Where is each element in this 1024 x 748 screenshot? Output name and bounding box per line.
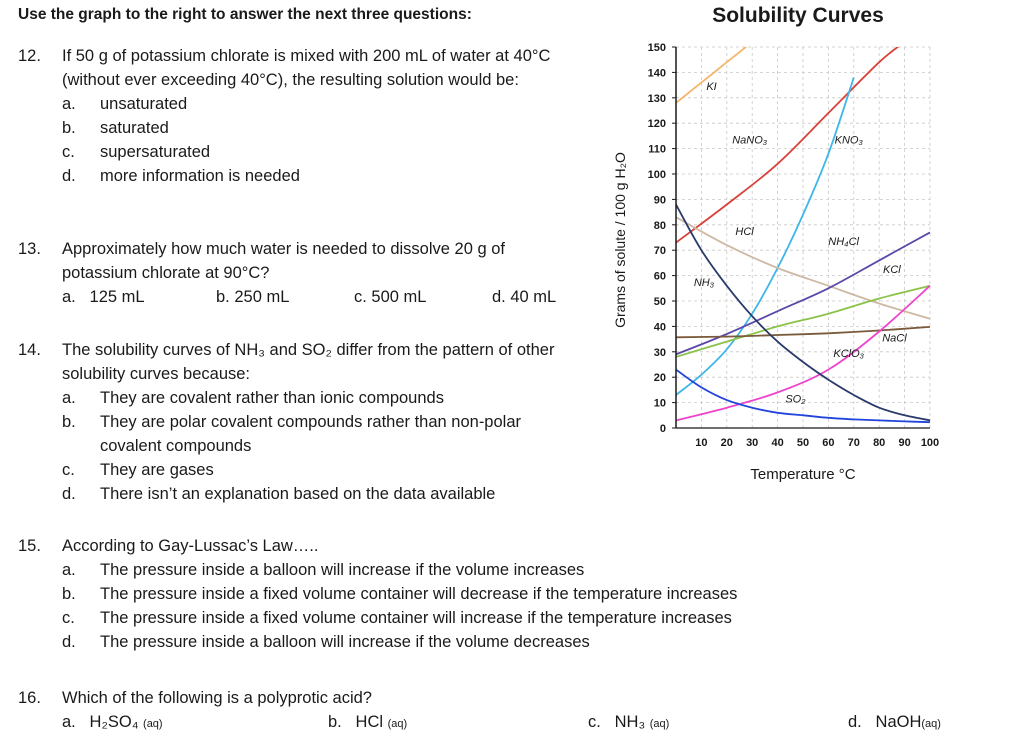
question-12: 12. If 50 g of potassium chlorate is mix… xyxy=(18,44,588,188)
y-tick-label: 60 xyxy=(654,271,666,283)
y-tick-label: 90 xyxy=(654,194,666,206)
x-tick-label: 30 xyxy=(746,437,758,449)
option-d[interactable]: d. There isn’t an explanation based on th… xyxy=(62,485,496,503)
series-line xyxy=(676,326,931,339)
question-text: Which of the following is a polyprotic a… xyxy=(62,689,372,707)
question-text: If 50 g of potassium chlorate is mixed w… xyxy=(62,47,551,89)
y-tick-label: 0 xyxy=(660,423,666,435)
series-label: KNO₃ xyxy=(835,135,864,147)
option-a[interactable]: a. The pressure inside a balloon will inc… xyxy=(62,561,585,579)
series-line xyxy=(676,216,931,320)
series-line xyxy=(676,204,931,422)
series-label: NaCl xyxy=(882,333,907,345)
y-tick-label: 70 xyxy=(654,245,666,257)
option-a[interactable]: a. 125 mL xyxy=(62,288,145,306)
y-axis-label: Grams of solute / 100 g H₂O xyxy=(612,152,628,328)
x-tick-label: 80 xyxy=(873,437,885,449)
series-label: NH₃ xyxy=(694,277,715,289)
option-d[interactable]: d. more information is needed xyxy=(62,167,300,185)
option-a[interactable]: a. H₂SO₄ (aq) xyxy=(62,713,163,731)
x-tick-label: 20 xyxy=(721,437,733,449)
x-axis-label: Temperature °C xyxy=(750,466,855,483)
series-line xyxy=(676,284,931,358)
series-label: KClO₃ xyxy=(833,348,864,360)
option-b[interactable]: b. The pressure inside a fixed volume con… xyxy=(62,585,738,603)
option-a[interactable]: a. They are covalent rather than ionic co… xyxy=(62,389,444,407)
x-tick-label: 10 xyxy=(695,437,707,449)
question-text: According to Gay-Lussac’s Law….. xyxy=(62,537,319,555)
option-c[interactable]: c. 500 mL xyxy=(354,288,427,306)
series-line xyxy=(676,47,748,104)
question-text: The solubility curves of NH₃ and SO₂ dif… xyxy=(62,341,555,383)
question-number: 15. xyxy=(18,537,41,555)
solubility-chart: Solubility Curves 0102030405060708090100… xyxy=(612,4,939,483)
series-line xyxy=(676,368,931,424)
chart-title: Solubility Curves xyxy=(712,4,884,27)
x-tick-label: 90 xyxy=(898,437,910,449)
question-number: 16. xyxy=(18,689,41,707)
series-label: HCl xyxy=(735,226,754,238)
option-c[interactable]: c. supersaturated xyxy=(62,143,211,161)
question-13: 13. Approximately how much water is need… xyxy=(18,237,578,309)
x-tick-labels: 10 20 30 40 50 60 70 80 90 100 xyxy=(695,437,939,449)
series-line xyxy=(676,285,931,422)
x-tick-label: 50 xyxy=(797,437,809,449)
y-tick-label: 80 xyxy=(654,220,666,232)
option-d[interactable]: d. NaOH(aq) xyxy=(848,713,941,731)
option-d[interactable]: d. 40 mL xyxy=(492,288,557,306)
option-c[interactable]: c. NH₃ (aq) xyxy=(588,713,670,731)
x-tick-label: 40 xyxy=(771,437,783,449)
y-tick-label: 50 xyxy=(654,296,666,308)
option-c[interactable]: c. The pressure inside a fixed volume con… xyxy=(62,609,732,627)
question-text: Approximately how much water is needed t… xyxy=(62,240,505,282)
y-tick-label: 110 xyxy=(648,144,666,156)
series-line xyxy=(676,77,855,396)
option-a[interactable]: a. unsaturated xyxy=(62,95,188,113)
option-b[interactable]: b. HCl (aq) xyxy=(328,713,408,731)
question-number: 12. xyxy=(18,47,41,65)
chart-series xyxy=(676,47,931,424)
option-d[interactable]: d. The pressure inside a balloon will inc… xyxy=(62,633,590,651)
option-c[interactable]: c. They are gases xyxy=(62,461,214,479)
series-labels: KI NaNO₃ KNO₃ HCl NH₄Cl KCl NH₃ NaCl KClO₃ SO₂ xyxy=(694,81,907,405)
y-tick-label: 10 xyxy=(654,398,666,410)
y-tick-labels: 0 10 20 30 40 50 60 70 80 90 100 110 120 130 140 150 xyxy=(648,42,676,435)
series-label: KCl xyxy=(883,264,901,276)
series-label: NaNO₃ xyxy=(732,135,768,147)
instructions: Use the graph to the right to answer the… xyxy=(18,6,472,23)
option-b[interactable]: b. 250 mL xyxy=(216,288,290,306)
y-tick-label: 120 xyxy=(648,118,666,130)
series-label: NH₄Cl xyxy=(828,236,859,248)
y-tick-label: 150 xyxy=(648,42,666,54)
y-tick-label: 40 xyxy=(654,321,666,333)
question-14: 14. The solubility curves of NH₃ and SO₂… xyxy=(18,338,583,506)
question-number: 13. xyxy=(18,240,41,258)
x-tick-label: 60 xyxy=(822,437,834,449)
x-tick-label: 70 xyxy=(848,437,860,449)
question-16: 16. Which of the following is a polyprot… xyxy=(18,686,1008,734)
series-line xyxy=(676,47,900,244)
series-label: KI xyxy=(706,81,716,93)
y-tick-label: 20 xyxy=(654,372,666,384)
option-b[interactable]: b. saturated xyxy=(62,119,169,137)
y-tick-label: 130 xyxy=(648,93,666,105)
y-tick-label: 140 xyxy=(648,67,666,79)
question-number: 14. xyxy=(18,341,41,359)
option-b[interactable]: b. They are polar covalent compounds rath… xyxy=(62,413,521,455)
question-15: 15. According to Gay-Lussac’s Law….. a. T… xyxy=(18,534,878,654)
chart-axes xyxy=(675,47,930,429)
y-tick-label: 100 xyxy=(648,169,666,181)
y-tick-label: 30 xyxy=(654,347,666,359)
series-label: SO₂ xyxy=(785,394,806,406)
x-tick-label: 100 xyxy=(921,437,939,449)
